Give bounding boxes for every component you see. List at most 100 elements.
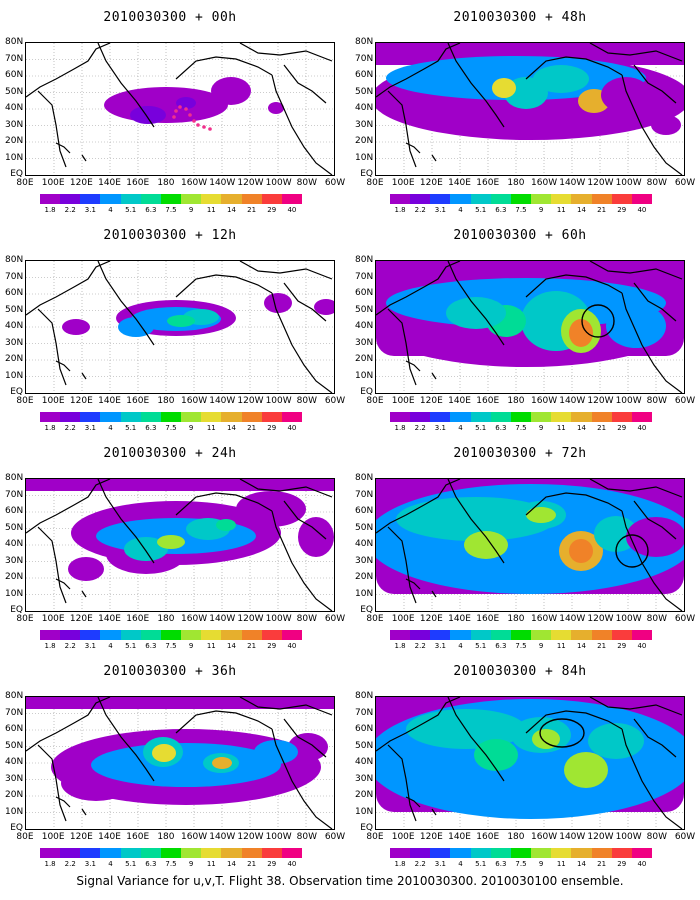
colorbar-label: 21 <box>247 642 257 650</box>
coastline <box>37 744 67 822</box>
longitude-label: 180 <box>157 178 175 188</box>
coastline <box>633 282 677 322</box>
longitude-label: 80W <box>646 396 667 406</box>
colorbar-swatch <box>261 194 282 204</box>
colorbar-label: 6.3 <box>495 642 507 650</box>
longitude-axis: 80E 100E 120E 140E 160E 180 160W 140W 120W 100W 80… <box>366 178 695 188</box>
target-region-circle <box>539 718 585 748</box>
colorbar-label: 5.1 <box>475 424 487 432</box>
coastline <box>175 710 273 734</box>
variance-contour <box>152 744 176 762</box>
colorbar-swatch <box>611 412 632 422</box>
latitude-label: 40N <box>355 321 374 331</box>
longitude-label: 60W <box>324 178 346 188</box>
map-frame <box>25 260 335 394</box>
latitude-label: 10N <box>355 588 374 599</box>
colorbar-label: 7.5 <box>165 206 177 214</box>
latitude-label: 20N <box>5 790 24 800</box>
panel-title: 2010030300 + 84h <box>453 664 587 679</box>
latitude-label: 70N <box>355 707 374 718</box>
colorbar-label: 6.3 <box>145 424 157 432</box>
longitude-axis: 80E 100E 120E 140E 160E 180 160W 140W 120W 100W 80… <box>366 614 695 624</box>
colorbar-label: 7.5 <box>165 642 177 650</box>
latitude-label: 70N <box>5 489 24 500</box>
latitude-label: EQ <box>10 823 23 833</box>
variance-contour <box>464 531 508 559</box>
map-panel: 2010030300 + 00h 80N 70N 60N 50N 40N 30N 20N 10N… <box>5 0 345 218</box>
colorbar-label: 7.5 <box>165 860 177 868</box>
colorbar-label: 5.1 <box>475 206 487 214</box>
colorbar-label: 1.8 <box>44 860 56 868</box>
longitude-label: 140E <box>98 396 121 406</box>
colorbar-swatch <box>261 412 282 422</box>
colorbar-swatch <box>531 412 552 422</box>
longitude-label: 120E <box>419 832 443 842</box>
coastline <box>97 43 155 128</box>
coastline <box>621 292 683 393</box>
latitude-label: 70N <box>355 271 374 282</box>
variance-contour <box>298 517 334 557</box>
colorbar-swatch <box>531 848 552 858</box>
coastline <box>175 492 273 516</box>
variance-contour <box>216 519 236 531</box>
coastline <box>405 142 421 154</box>
colorbar-labels: 1.8 2.2 3.1 4 5.1 6.3 7.5 9 11 14 21 29 40 <box>40 860 302 870</box>
colorbar-label: 9 <box>188 642 194 650</box>
colorbar-swatch <box>120 412 141 422</box>
colorbar-swatch <box>551 194 572 204</box>
longitude-label: 80W <box>646 614 667 624</box>
variance-contour <box>268 102 284 114</box>
coastline <box>525 492 623 516</box>
colorbar-swatch <box>100 630 121 640</box>
colorbar-label: 11 <box>556 206 566 214</box>
map-panel: 2010030300 + 84h 80N 70N 60N 50N 40N 30N 20N 10N… <box>355 654 695 872</box>
latitude-label: 20N <box>5 572 24 582</box>
colorbar-swatch <box>410 194 431 204</box>
colorbar-labels: 1.8 2.2 3.1 4 5.1 6.3 7.5 9 11 14 21 29 40 <box>390 860 652 870</box>
longitude-label: 140E <box>448 178 471 188</box>
latitude-label: 20N <box>355 354 374 364</box>
colorbar-swatch <box>60 630 81 640</box>
colorbar-swatch <box>281 412 303 422</box>
longitude-label: 120E <box>419 178 443 188</box>
panel-title: 2010030300 + 00h <box>103 10 237 25</box>
colorbar-label: 29 <box>267 642 277 650</box>
longitude-label: 180 <box>507 396 525 406</box>
latitude-label: 60N <box>355 724 374 734</box>
latitude-label: 30N <box>5 555 24 566</box>
variance-contour <box>526 507 556 523</box>
coastline <box>81 372 87 380</box>
latitude-label: 50N <box>5 740 24 751</box>
colorbar-label: 9 <box>538 860 544 868</box>
colorbar-swatch <box>490 194 511 204</box>
colorbar-label: 3.1 <box>84 424 96 432</box>
longitude-label: 140E <box>98 614 121 624</box>
longitude-label: 120W <box>237 178 264 188</box>
latitude-label: 60N <box>5 506 24 516</box>
colorbar-label: 7.5 <box>515 424 527 432</box>
latitude-label: 10N <box>355 370 374 381</box>
latitude-label: 20N <box>5 136 24 146</box>
colorbar-swatch <box>551 412 572 422</box>
latitude-label: 50N <box>5 86 24 97</box>
flight-track-point <box>178 105 182 109</box>
coastline <box>447 479 505 564</box>
variance-contour <box>606 304 666 348</box>
colorbar-swatch <box>80 194 101 204</box>
colorbar-swatch <box>490 848 511 858</box>
latitude-label: 30N <box>5 773 24 784</box>
colorbar-label: 14 <box>576 860 586 868</box>
colorbar-label: 40 <box>637 424 647 432</box>
flight-track-point <box>188 113 192 117</box>
longitude-label: 140W <box>559 614 586 624</box>
map-frame <box>25 478 335 612</box>
colorbar-label: 3.1 <box>434 424 446 432</box>
colorbar-swatch <box>510 848 532 858</box>
colorbar-label: 11 <box>206 424 216 432</box>
colorbar-swatch <box>510 412 532 422</box>
variance-contour <box>492 78 516 98</box>
colorbar-swatch <box>410 630 431 640</box>
colorbar-label: 1.8 <box>394 424 406 432</box>
longitude-label: 140E <box>448 396 471 406</box>
coastline <box>376 261 461 316</box>
